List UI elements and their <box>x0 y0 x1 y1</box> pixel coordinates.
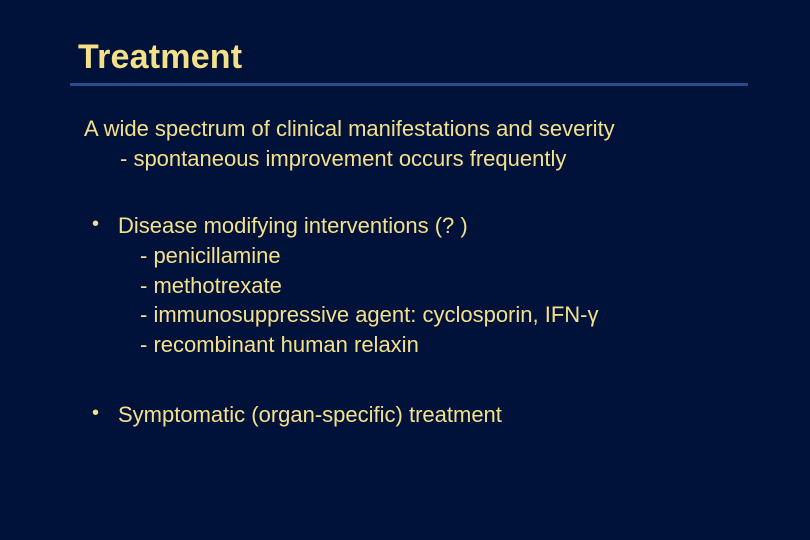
bullet-subitem: - immunosuppressive agent: cyclosporin, … <box>140 300 740 330</box>
intro-subline: - spontaneous improvement occurs frequen… <box>120 144 740 174</box>
bullet-subitem: - recombinant human relaxin <box>140 330 740 360</box>
bullet-text: Disease modifying interventions (? ) <box>118 213 468 238</box>
slide: Treatment A wide spectrum of clinical ma… <box>0 0 810 540</box>
intro-block: A wide spectrum of clinical manifestatio… <box>84 114 740 173</box>
intro-line: A wide spectrum of clinical manifestatio… <box>84 116 615 141</box>
bullet-item: Disease modifying interventions (? ) - p… <box>84 211 740 359</box>
slide-title: Treatment <box>78 38 740 77</box>
bullet-subitem: - penicillamine <box>140 241 740 271</box>
title-underline <box>70 83 748 86</box>
bullet-list: Disease modifying interventions (? ) - p… <box>84 211 740 429</box>
bullet-text: Symptomatic (organ-specific) treatment <box>118 402 502 427</box>
bullet-item: Symptomatic (organ-specific) treatment <box>84 400 740 430</box>
bullet-subitem: - methotrexate <box>140 271 740 301</box>
